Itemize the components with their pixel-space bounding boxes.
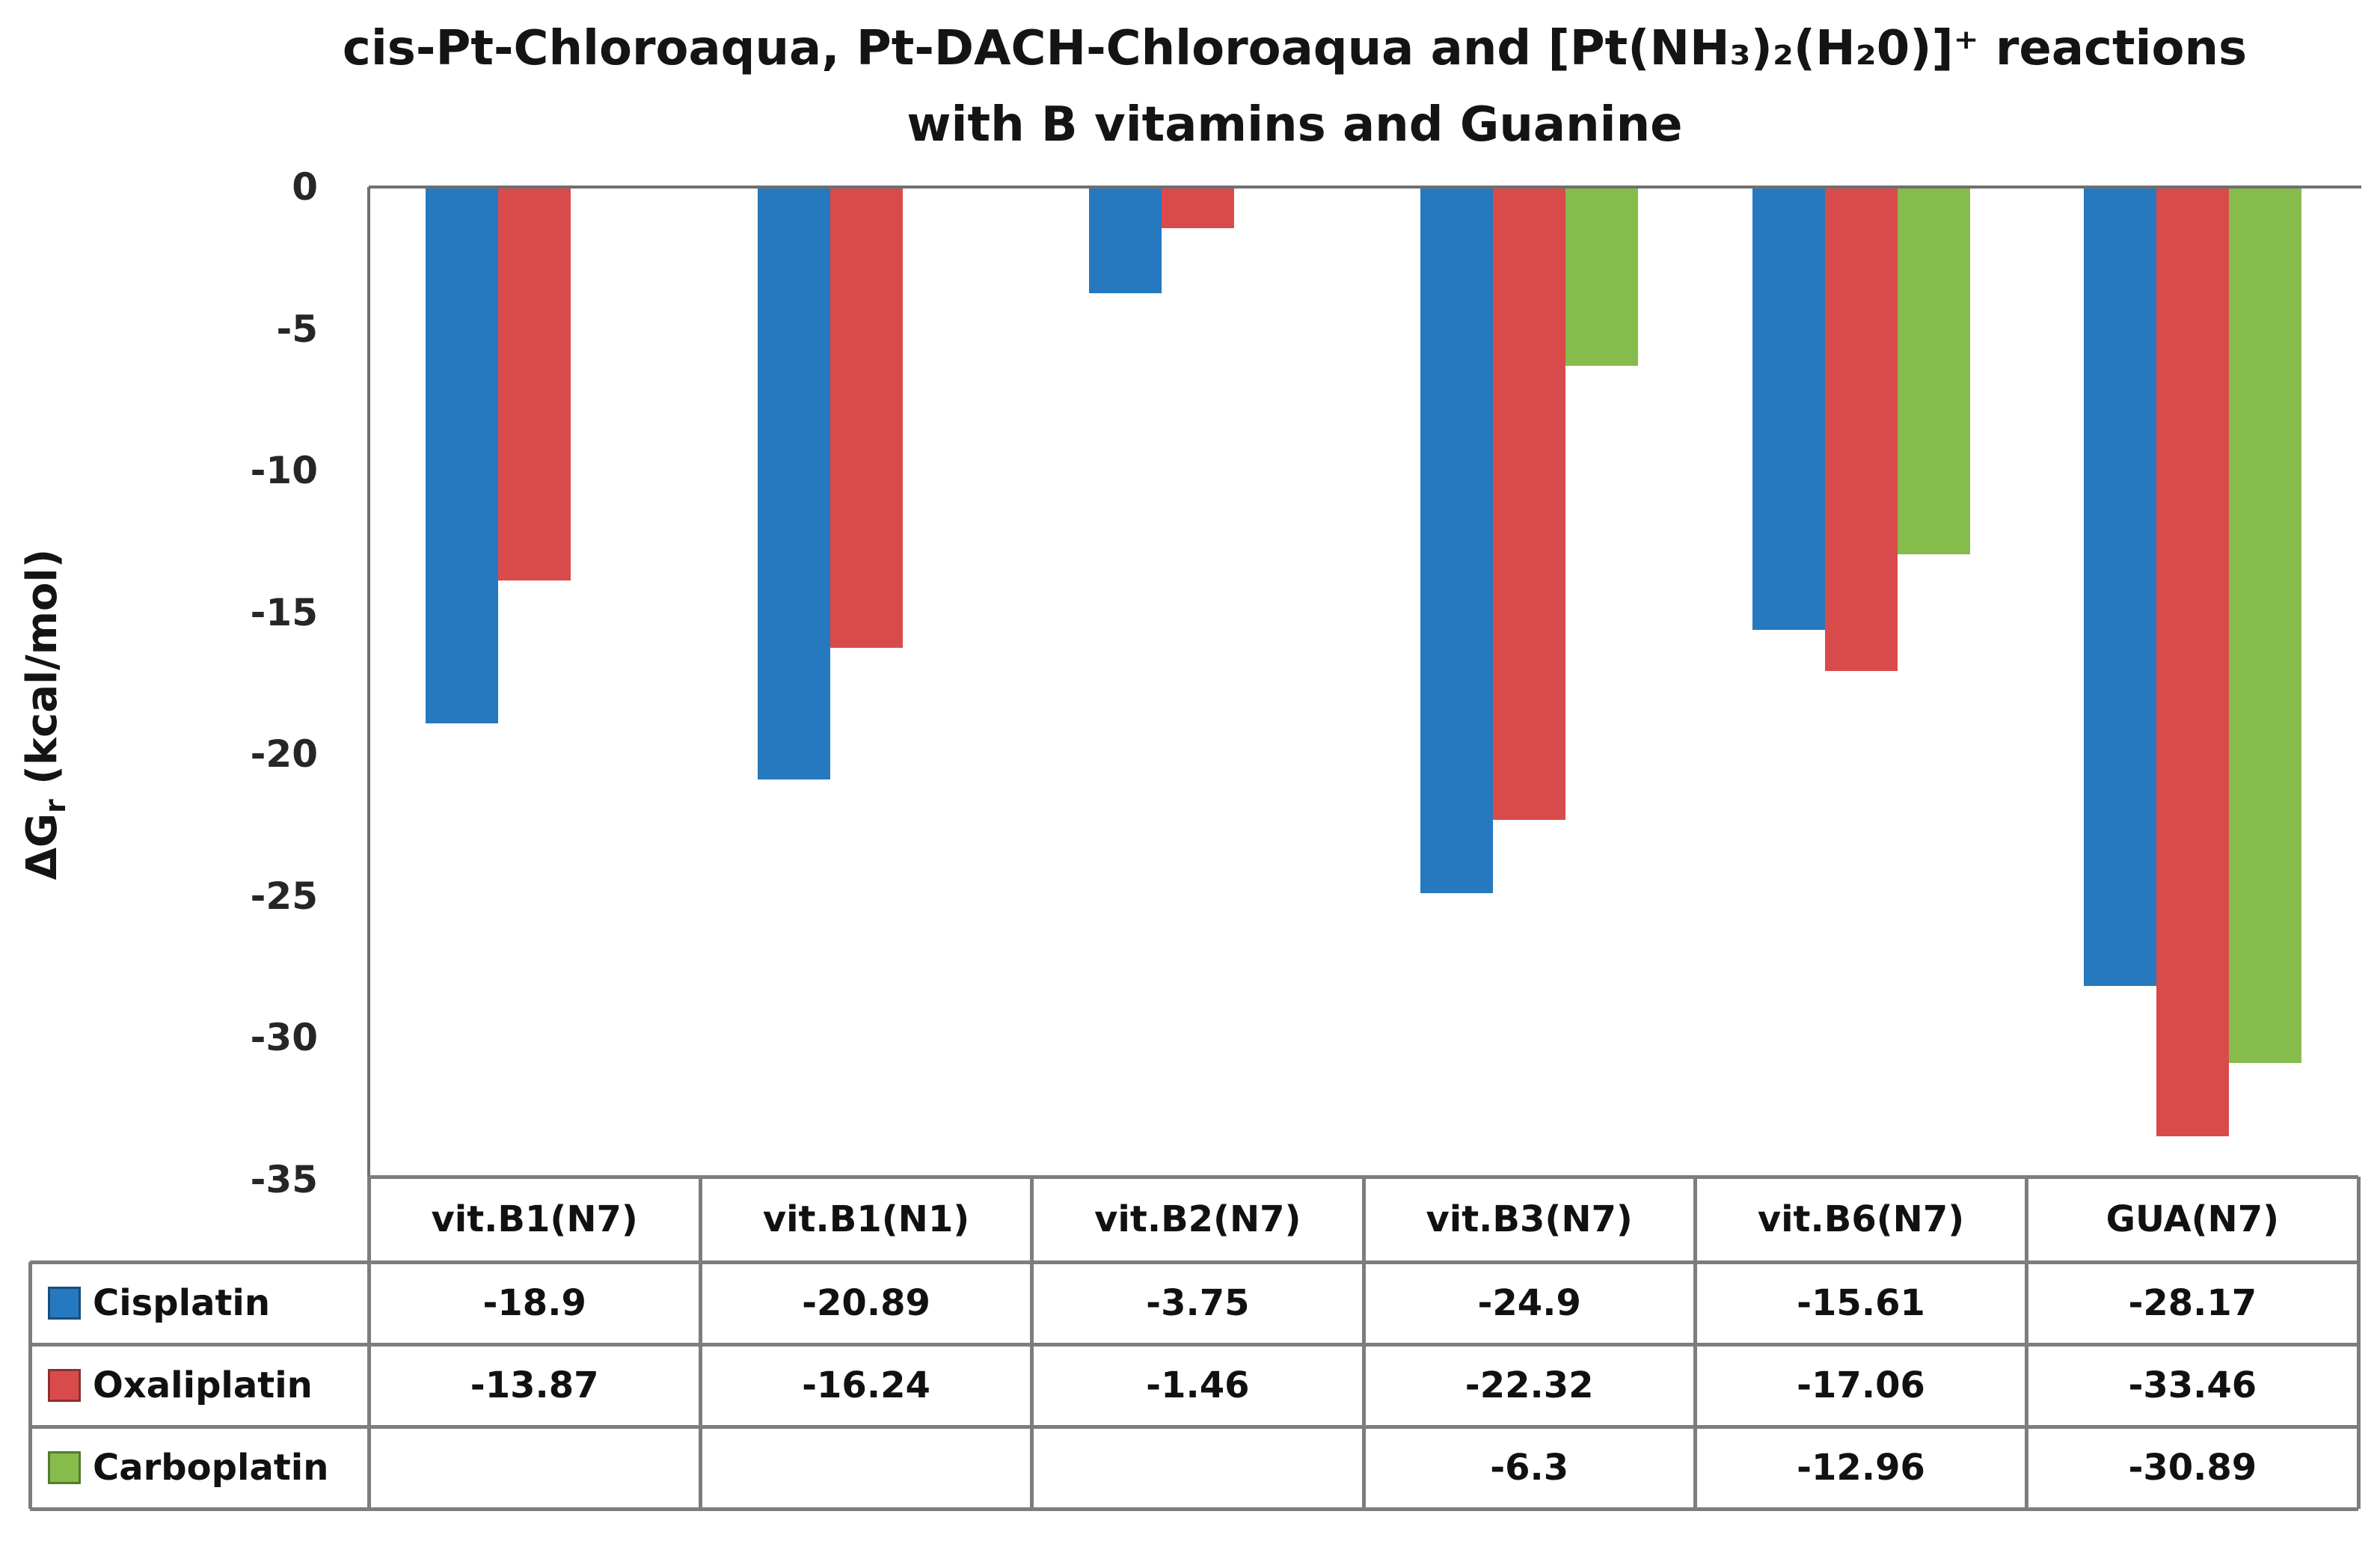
y-tick-label: -30 (250, 1016, 318, 1060)
table-value-cisplatin-vit.B1(N7): -18.9 (482, 1282, 586, 1324)
legend-item-carboplatin: Carboplatin (30, 1427, 387, 1509)
table-value-carboplatin-vit.B3(N7): -6.3 (1490, 1447, 1569, 1489)
table-value-oxaliplatin-vit.B6(N7): -17.06 (1797, 1364, 1925, 1406)
y-tick-label: -20 (250, 732, 318, 776)
legend-swatch-cisplatin (48, 1287, 81, 1320)
table-border-v (366, 1177, 371, 1509)
table-value-cisplatin-vit.B6(N7): -15.61 (1797, 1282, 1925, 1324)
legend-swatch-carboplatin (48, 1451, 81, 1484)
bar-oxaliplatin-vit.B3(N7) (1493, 187, 1566, 821)
table-value-cisplatin-vit.B3(N7): -24.9 (1477, 1282, 1581, 1324)
table-value-oxaliplatin-vit.B3(N7): -22.32 (1465, 1364, 1594, 1406)
chart-title-line2: with B vitamins and Guanine (907, 97, 1683, 153)
table-border-v (2356, 1177, 2361, 1509)
table-border-v (1030, 1177, 1034, 1509)
table-header-vit.B3(N7): vit.B3(N7) (1426, 1198, 1633, 1240)
bar-cisplatin-vit.B3(N7) (1420, 187, 1494, 894)
table-header-vit.B6(N7): vit.B6(N7) (1757, 1198, 1965, 1240)
table-value-carboplatin-vit.B6(N7): -12.96 (1797, 1447, 1925, 1489)
bar-cisplatin-GUA(N7) (2083, 187, 2156, 987)
bar-cisplatin-vit.B1(N7) (426, 187, 499, 723)
table-value-cisplatin-GUA(N7): -28.17 (2128, 1282, 2257, 1324)
legend-item-cisplatin: Cisplatin (30, 1262, 387, 1344)
table-border-left (28, 1262, 32, 1509)
chart-title-line1: cis-Pt-Chloroaqua, Pt-DACH-Chloroaqua an… (342, 21, 2248, 76)
series-label: Carboplatin (93, 1447, 329, 1489)
table-header-vit.B1(N1): vit.B1(N1) (762, 1198, 970, 1240)
bar-carboplatin-GUA(N7) (2228, 187, 2301, 1064)
legend-item-oxaliplatin: Oxaliplatin (30, 1344, 387, 1427)
y-axis-title: ΔGr (kcal/mol) (18, 549, 72, 880)
y-tick-label: -10 (250, 449, 318, 493)
y-tick-label: -15 (250, 590, 318, 634)
y-tick-label: -25 (250, 874, 318, 918)
bar-oxaliplatin-vit.B2(N7) (1161, 187, 1234, 229)
y-axis-title-subscript: r (39, 799, 73, 814)
table-header-vit.B1(N7): vit.B1(N7) (431, 1198, 638, 1240)
table-header-vit.B2(N7): vit.B2(N7) (1094, 1198, 1301, 1240)
chart-title: cis-Pt-Chloroaqua, Pt-DACH-Chloroaqua an… (209, 10, 2380, 163)
table-value-carboplatin-GUA(N7): -30.89 (2128, 1447, 2257, 1489)
table-value-carboplatin-vit.B1(N7) (369, 1427, 700, 1509)
table-value-carboplatin-vit.B1(N1) (700, 1427, 1031, 1509)
table-border-bottom (30, 1507, 2358, 1511)
table-border-h (30, 1342, 2358, 1347)
y-tick-label: -5 (276, 307, 318, 351)
y-tick-label: -35 (250, 1158, 318, 1201)
bar-oxaliplatin-vit.B1(N1) (829, 187, 903, 648)
y-axis-title-main: ΔG (17, 813, 67, 880)
table-border-v (2025, 1177, 2029, 1509)
table-value-cisplatin-vit.B1(N1): -20.89 (802, 1282, 930, 1324)
plot-area (369, 187, 2361, 1180)
bar-cisplatin-vit.B6(N7) (1752, 187, 1825, 630)
table-border-v (1361, 1177, 1366, 1509)
bar-oxaliplatin-vit.B6(N7) (1824, 187, 1898, 671)
bar-carboplatin-vit.B3(N7) (1565, 187, 1639, 366)
table-value-oxaliplatin-vit.B1(N1): -16.24 (802, 1364, 930, 1406)
table-border-h (30, 1260, 2358, 1264)
y-axis-title-unit: (kcal/mol) (17, 548, 67, 800)
table-border-h (30, 1424, 2358, 1429)
bar-carboplatin-vit.B6(N7) (1897, 187, 1970, 555)
table-value-oxaliplatin-vit.B1(N7): -13.87 (470, 1364, 599, 1406)
table-value-cisplatin-vit.B2(N7): -3.75 (1146, 1282, 1250, 1324)
table-value-oxaliplatin-vit.B2(N7): -1.46 (1146, 1364, 1250, 1406)
bar-oxaliplatin-GUA(N7) (2156, 187, 2229, 1136)
x-axis-line (369, 186, 2361, 189)
series-label: Cisplatin (93, 1282, 271, 1324)
table-value-carboplatin-vit.B2(N7) (1032, 1427, 1364, 1509)
table-value-oxaliplatin-GUA(N7): -33.46 (2128, 1364, 2257, 1406)
table-border-v (1693, 1177, 1697, 1509)
legend-swatch-oxaliplatin (48, 1369, 81, 1402)
bar-oxaliplatin-vit.B1(N7) (498, 187, 571, 580)
y-tick-label: 0 (292, 165, 318, 209)
y-axis-line (367, 187, 370, 1177)
table-border-v (698, 1177, 702, 1509)
table-header-GUA(N7): GUA(N7) (2105, 1198, 2280, 1240)
bar-cisplatin-vit.B1(N1) (757, 187, 830, 780)
series-label: Oxaliplatin (93, 1364, 313, 1406)
bar-cisplatin-vit.B2(N7) (1088, 187, 1162, 294)
